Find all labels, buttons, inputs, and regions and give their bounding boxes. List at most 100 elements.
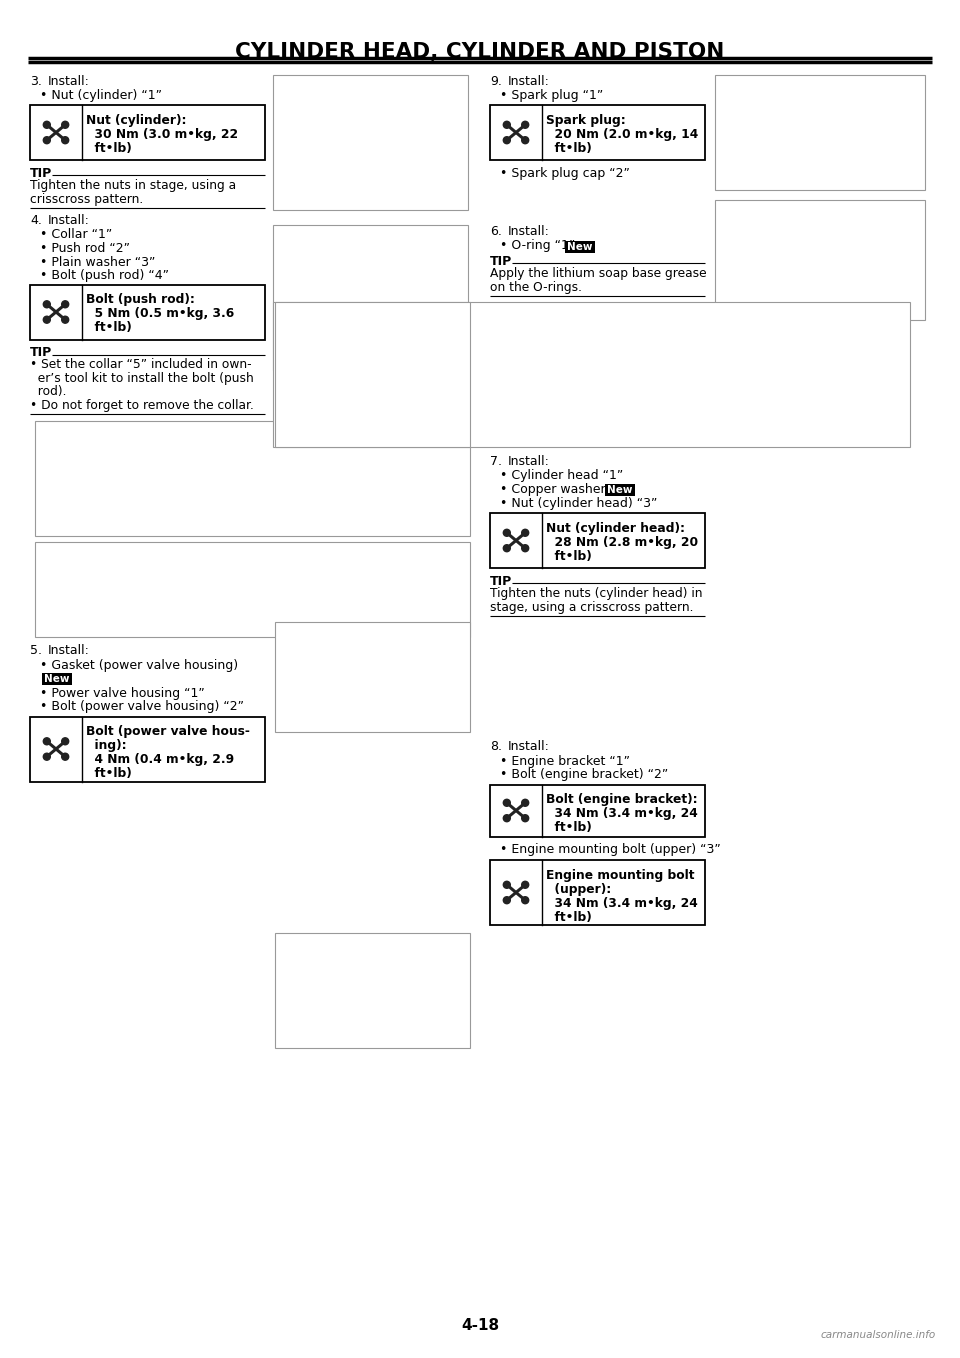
Text: ft•lb): ft•lb) (86, 767, 132, 781)
Circle shape (521, 815, 529, 822)
Text: carmanualsonline.info: carmanualsonline.info (821, 1329, 936, 1340)
Text: Engine mounting bolt: Engine mounting bolt (546, 869, 694, 881)
Text: • Push rod “2”: • Push rod “2” (40, 242, 130, 255)
Bar (490, 513, 705, 568)
Text: • Collar “1”: • Collar “1” (40, 228, 112, 242)
Text: 4.: 4. (30, 215, 42, 227)
Text: Install:: Install: (508, 75, 550, 88)
Text: ft•lb): ft•lb) (546, 143, 591, 155)
Circle shape (521, 121, 529, 128)
Circle shape (61, 316, 69, 323)
Text: • Cylinder head “1”: • Cylinder head “1” (500, 470, 623, 482)
Circle shape (503, 815, 511, 822)
Circle shape (43, 316, 50, 323)
Text: ing):: ing): (86, 740, 127, 752)
Circle shape (503, 137, 511, 144)
Text: rod).: rod). (30, 386, 66, 398)
Text: Apply the lithium soap base grease: Apply the lithium soap base grease (490, 268, 707, 280)
Bar (273, 75, 468, 210)
Text: • Do not forget to remove the collar.: • Do not forget to remove the collar. (30, 399, 253, 411)
Text: Install:: Install: (508, 225, 550, 238)
Text: ft•lb): ft•lb) (86, 322, 132, 334)
Text: 5 Nm (0.5 m•kg, 3.6: 5 Nm (0.5 m•kg, 3.6 (86, 307, 234, 320)
Text: 5.: 5. (30, 645, 42, 657)
Bar (275, 933, 470, 1048)
Text: Nut (cylinder):: Nut (cylinder): (86, 114, 186, 128)
Text: 30 Nm (3.0 m•kg, 22: 30 Nm (3.0 m•kg, 22 (86, 128, 238, 141)
Text: Install:: Install: (508, 455, 550, 469)
Text: 20 Nm (2.0 m•kg, 14: 20 Nm (2.0 m•kg, 14 (546, 128, 698, 141)
Bar (490, 860, 705, 925)
Text: • Bolt (engine bracket) “2”: • Bolt (engine bracket) “2” (500, 769, 668, 781)
Text: Install:: Install: (48, 215, 90, 227)
Bar (35, 421, 470, 535)
Text: crisscross pattern.: crisscross pattern. (30, 193, 143, 205)
Text: 34 Nm (3.4 m•kg, 24: 34 Nm (3.4 m•kg, 24 (546, 808, 698, 820)
Text: er’s tool kit to install the bolt (push: er’s tool kit to install the bolt (push (30, 372, 253, 386)
Text: 6.: 6. (490, 225, 502, 238)
Circle shape (503, 881, 511, 888)
Text: • Copper washer “2”: • Copper washer “2” (500, 483, 635, 496)
Text: • Engine bracket “1”: • Engine bracket “1” (500, 755, 630, 767)
Circle shape (61, 137, 69, 144)
Text: ft•lb): ft•lb) (86, 143, 132, 155)
Circle shape (521, 545, 529, 551)
Circle shape (61, 300, 69, 308)
Bar (605, 483, 635, 496)
Bar (30, 105, 265, 160)
Text: ft•lb): ft•lb) (546, 550, 591, 564)
Text: 28 Nm (2.8 m•kg, 20: 28 Nm (2.8 m•kg, 20 (546, 536, 698, 549)
Text: TIP: TIP (30, 346, 52, 360)
Circle shape (503, 896, 511, 903)
Bar (715, 75, 925, 190)
Text: 34 Nm (3.4 m•kg, 24: 34 Nm (3.4 m•kg, 24 (546, 898, 698, 910)
Circle shape (521, 137, 529, 144)
Text: Install:: Install: (48, 645, 90, 657)
Text: New: New (608, 485, 633, 496)
Bar (275, 622, 470, 732)
Text: New: New (567, 242, 592, 251)
Text: TIP: TIP (30, 167, 52, 181)
Text: 9.: 9. (490, 75, 502, 88)
Bar (273, 301, 910, 447)
Bar (30, 284, 265, 340)
Text: ft•lb): ft•lb) (546, 822, 591, 835)
Text: Spark plug:: Spark plug: (546, 114, 626, 128)
Text: on the O-rings.: on the O-rings. (490, 281, 582, 293)
Text: Bolt (push rod):: Bolt (push rod): (86, 293, 195, 307)
Text: TIP: TIP (490, 255, 513, 268)
Bar (273, 225, 468, 369)
Text: (upper):: (upper): (546, 883, 612, 896)
Circle shape (521, 800, 529, 807)
Text: ft•lb): ft•lb) (546, 911, 591, 923)
Text: Install:: Install: (508, 740, 550, 752)
Text: • Nut (cylinder head) “3”: • Nut (cylinder head) “3” (500, 497, 658, 509)
Circle shape (43, 737, 50, 744)
Text: • Bolt (push rod) “4”: • Bolt (push rod) “4” (40, 269, 169, 282)
Circle shape (503, 530, 511, 536)
Text: 7.: 7. (490, 455, 502, 469)
Circle shape (43, 754, 50, 760)
Text: • Spark plug cap “2”: • Spark plug cap “2” (500, 167, 630, 181)
Bar (35, 542, 470, 637)
Circle shape (521, 881, 529, 888)
Text: TIP: TIP (490, 574, 513, 588)
Text: Bolt (engine bracket):: Bolt (engine bracket): (546, 793, 698, 807)
Text: CYLINDER HEAD, CYLINDER AND PISTON: CYLINDER HEAD, CYLINDER AND PISTON (235, 42, 725, 62)
Circle shape (521, 530, 529, 536)
Circle shape (43, 300, 50, 308)
Text: • Power valve housing “1”: • Power valve housing “1” (40, 687, 204, 699)
Circle shape (503, 121, 511, 128)
Text: stage, using a crisscross pattern.: stage, using a crisscross pattern. (490, 600, 693, 614)
Bar (490, 105, 705, 160)
Text: New: New (44, 674, 70, 683)
Text: 8.: 8. (490, 740, 502, 752)
Text: Tighten the nuts (cylinder head) in: Tighten the nuts (cylinder head) in (490, 587, 703, 600)
Text: • Gasket (power valve housing): • Gasket (power valve housing) (40, 659, 238, 672)
Bar (30, 717, 265, 781)
Text: • Spark plug “1”: • Spark plug “1” (500, 90, 603, 102)
Circle shape (503, 800, 511, 807)
Circle shape (43, 137, 50, 144)
Text: • O-ring “1”: • O-ring “1” (500, 239, 579, 253)
Circle shape (61, 121, 69, 128)
